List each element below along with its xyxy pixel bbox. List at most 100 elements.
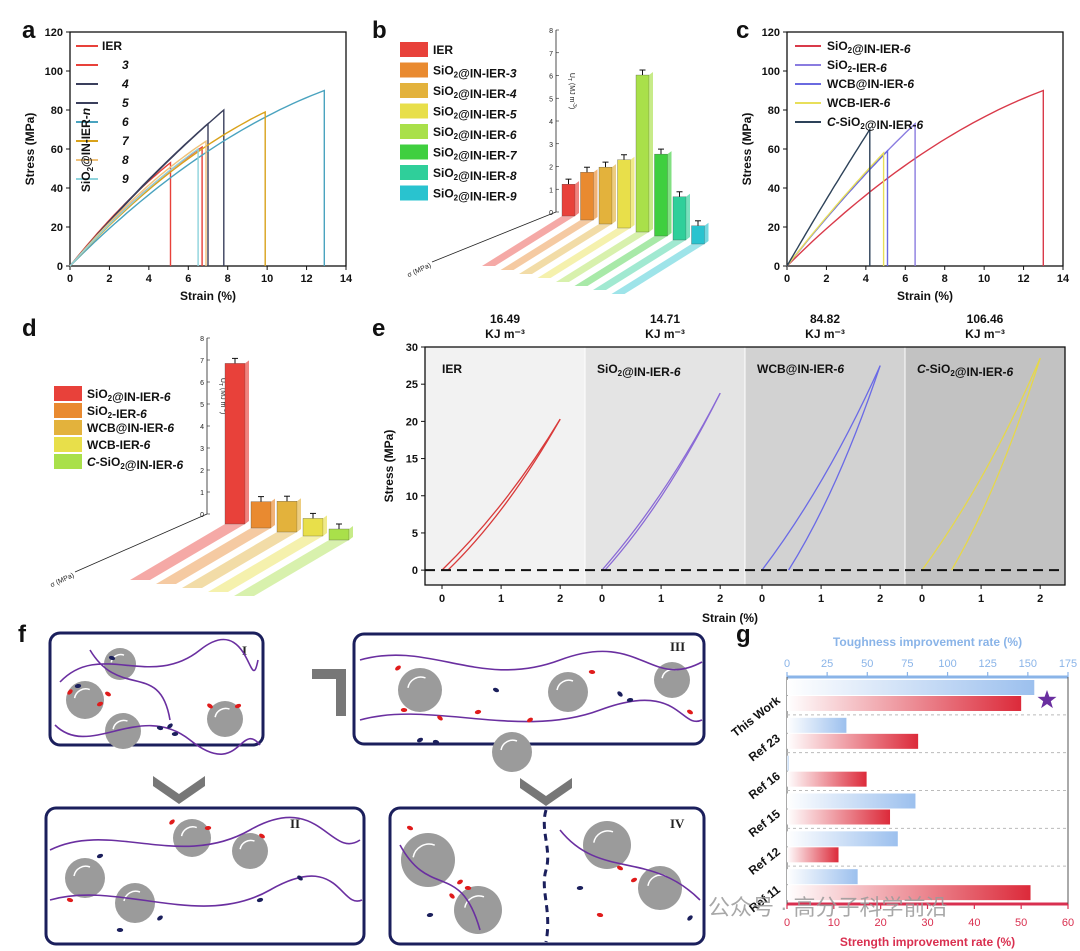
legend-label-1: SiO2-IER-6 <box>87 404 147 421</box>
subplot-title-1: SiO2@IN-IER-6 <box>597 362 681 379</box>
y-tick-label: 20 <box>406 416 418 428</box>
functional-group-26 <box>66 897 74 903</box>
top-tick-label: 150 <box>1019 658 1037 670</box>
functional-group-11 <box>400 707 408 713</box>
y-tick-label: 60 <box>51 144 63 156</box>
legend-label-2: SiO2@IN-IER-4 <box>433 84 517 101</box>
floor-ribbon-4 <box>234 540 349 596</box>
strength-bar-0 <box>787 696 1022 711</box>
z-tick-label: 7 <box>549 51 553 58</box>
stage-label-1: II <box>290 816 300 831</box>
functional-group-13 <box>474 709 482 715</box>
y-tick-label: 120 <box>45 27 63 39</box>
bottom-tick-label: 10 <box>828 917 840 929</box>
strength-bar-3 <box>787 809 891 825</box>
unloading-curve-1 <box>604 392 721 571</box>
bar-side-5 <box>667 151 672 236</box>
polymer-chain-3 <box>49 816 361 851</box>
x-tick-label: 2 <box>557 593 563 605</box>
y-tick-label: 15 <box>406 454 418 466</box>
bar-side-0 <box>245 360 249 524</box>
panel-label-a: a <box>22 17 36 44</box>
floor-ribbon-3 <box>537 228 631 278</box>
z-tick-label: 8 <box>549 28 553 35</box>
functional-group-8 <box>234 703 242 709</box>
x-tick-label: 12 <box>300 273 312 285</box>
nanoparticle-highlight-8 <box>180 826 198 837</box>
nanoparticle-2 <box>105 713 141 749</box>
legend-label-4: 6 <box>122 115 129 129</box>
x-axis-label: Strain (%) <box>702 611 758 625</box>
series-line-4 <box>786 127 871 267</box>
functional-group-16 <box>588 669 596 675</box>
panel-label-c: c <box>736 17 749 44</box>
subplot-title-2: WCB@IN-IER-6 <box>757 362 844 376</box>
nanoparticle-highlight-3 <box>214 707 230 718</box>
toughness-bar-3 <box>787 793 916 809</box>
x-tick-label: 12 <box>1017 273 1029 285</box>
nanoparticle-1 <box>66 681 104 719</box>
x-tick-label: 4 <box>146 273 153 285</box>
legend-label-3: WCB-IER-6 <box>827 96 891 110</box>
top-tick-label: 50 <box>861 658 873 670</box>
floor-ribbon-2 <box>519 224 612 274</box>
legend-label-6: 8 <box>122 153 129 167</box>
bar-side-7 <box>704 222 709 244</box>
nanoparticle-highlight-1 <box>73 688 91 699</box>
legend-label-7: 9 <box>122 172 129 186</box>
functional-group-15 <box>527 717 533 723</box>
x-tick-label: 0 <box>599 593 605 605</box>
nanoparticle-15 <box>638 866 682 910</box>
top-tick-label: 175 <box>1059 658 1077 670</box>
functional-group-38 <box>596 912 604 918</box>
x-tick-label: 0 <box>784 273 790 285</box>
fracture-line <box>542 809 550 943</box>
x-tick-label: 0 <box>439 593 445 605</box>
functional-group-39 <box>687 915 693 921</box>
arrow-corner <box>312 669 346 716</box>
y-tick-label: 40 <box>51 183 63 195</box>
legend-swatch-1 <box>54 403 82 418</box>
legend-swatch-2 <box>54 420 82 435</box>
x-tick-label: 2 <box>106 273 112 285</box>
energy-unit-3: KJ m⁻³ <box>965 327 1005 341</box>
nanoparticle-5 <box>492 732 532 772</box>
floor-ribbon-5 <box>574 236 668 286</box>
floor-ribbon-7 <box>611 244 705 294</box>
energy-value-2: 84.82 <box>810 312 840 326</box>
top-tick-label: 75 <box>901 658 913 670</box>
functional-group-23 <box>204 825 212 831</box>
floor-ribbon-1 <box>500 220 594 270</box>
legend-swatch-2 <box>400 83 428 98</box>
plot-frame <box>424 346 1066 586</box>
legend-label-5: SiO2@IN-IER-7 <box>433 146 518 163</box>
functional-group-22 <box>169 819 175 825</box>
bar-side-3 <box>630 156 635 228</box>
nanoparticle-11 <box>115 883 155 923</box>
energy-unit-0: KJ m⁻³ <box>485 327 525 341</box>
arrow-III-to-IV <box>520 778 572 806</box>
y-tick-label: 0 <box>57 261 63 273</box>
bottom-tick-label: 40 <box>968 917 980 929</box>
y-tick-label: 80 <box>768 105 780 117</box>
subplot-bg-0 <box>425 347 585 585</box>
nanoparticle-highlight-2 <box>112 719 128 730</box>
legend-label-4: SiO2@IN-IER-6 <box>433 125 517 142</box>
legend-label-3: SiO2@IN-IER-5 <box>433 105 517 122</box>
panel-label-e: e <box>372 315 385 342</box>
energy-value-1: 14.71 <box>650 312 680 326</box>
functional-group-3 <box>96 701 104 707</box>
functional-group-6 <box>171 731 179 737</box>
z-tick-label: 2 <box>549 165 553 172</box>
top-tick-label: 100 <box>938 658 956 670</box>
panel-label-f: f <box>18 621 27 648</box>
z-tick-label: 3 <box>200 446 204 453</box>
functional-group-0 <box>67 689 73 695</box>
bar-side-0 <box>575 181 579 216</box>
floor-ribbon-6 <box>593 240 686 290</box>
x-tick-label: 6 <box>902 273 908 285</box>
top-tick-label: 125 <box>979 658 997 670</box>
